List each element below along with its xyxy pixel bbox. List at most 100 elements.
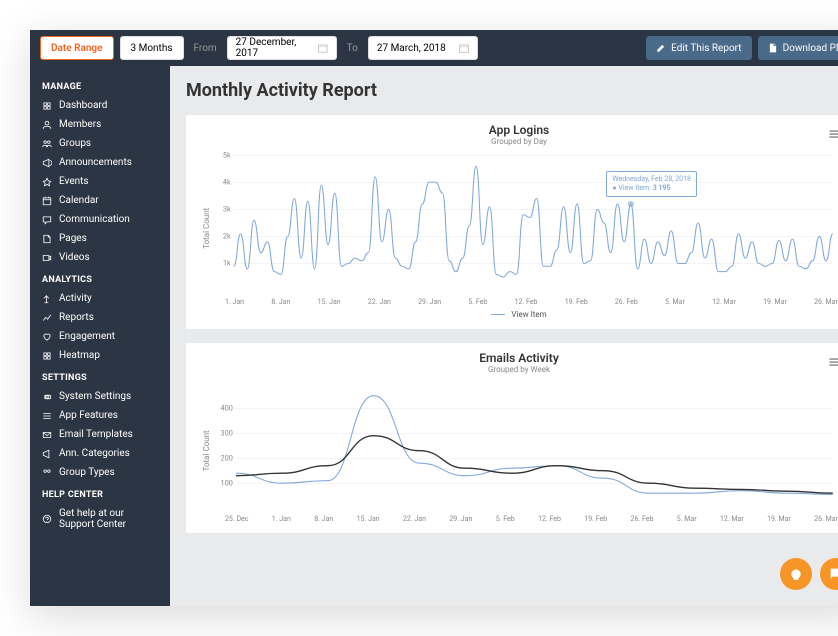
- sidebar-item-label: Members: [59, 119, 101, 130]
- sidebar: MANAGEDashboard Members Groups Announcement…: [30, 66, 170, 606]
- xtick: 19. Mar: [767, 515, 791, 523]
- chart1-xaxis: 1. Jan8. Jan15. Jan22. Jan29. Jan5. Feb1…: [213, 296, 838, 306]
- nav-icon: [42, 430, 52, 440]
- nav-icon: [42, 351, 52, 361]
- legend-swatch: [491, 314, 505, 315]
- sidebar-item-calendar[interactable]: Calendar: [30, 191, 170, 210]
- sidebar-item-members[interactable]: Members: [30, 115, 170, 134]
- sidebar-item-videos[interactable]: Videos: [30, 248, 170, 267]
- sidebar-item-events[interactable]: Events: [30, 172, 170, 191]
- xtick: 12. Mar: [712, 298, 736, 306]
- nav-icon: [42, 177, 52, 187]
- sidebar-item-dashboard[interactable]: Dashboard: [30, 96, 170, 115]
- sidebar-section-title: HELP CENTER: [30, 482, 170, 504]
- xtick: 26. Mar: [814, 515, 838, 523]
- sidebar-item-ann-categories[interactable]: Ann. Categories: [30, 444, 170, 463]
- chat-fab[interactable]: [820, 558, 838, 590]
- svg-text:400: 400: [221, 403, 233, 412]
- sidebar-item-pages[interactable]: Pages: [30, 229, 170, 248]
- sidebar-item-communication[interactable]: Communication: [30, 210, 170, 229]
- calendar-icon: [459, 43, 469, 53]
- chart-menu-button[interactable]: [828, 125, 838, 144]
- sidebar-item-activity[interactable]: Activity: [30, 289, 170, 308]
- app-shell: Date Range 3 Months From 27 December, 20…: [30, 30, 838, 606]
- chart2-plot: 100 200 300 400: [213, 378, 838, 513]
- sidebar-item-announcements[interactable]: Announcements: [30, 153, 170, 172]
- sidebar-item-label: Videos: [59, 252, 90, 263]
- nav-icon: [42, 234, 52, 244]
- download-icon: [768, 43, 778, 53]
- sidebar-item-label: Reports: [59, 312, 94, 323]
- chart1-title: App Logins: [200, 123, 838, 137]
- edit-icon: [656, 43, 666, 53]
- sidebar-item-reports[interactable]: Reports: [30, 308, 170, 327]
- nav-icon: [42, 514, 52, 524]
- sidebar-item-heatmap[interactable]: Heatmap: [30, 346, 170, 365]
- chart-menu-button[interactable]: [828, 353, 838, 372]
- sidebar-item-label: Ann. Categories: [59, 448, 130, 459]
- nav-icon: [42, 120, 52, 130]
- help-fab[interactable]: [780, 558, 812, 590]
- from-date-input[interactable]: 27 December, 2017: [227, 36, 337, 60]
- edit-report-button[interactable]: Edit This Report: [646, 36, 751, 60]
- to-date-input[interactable]: 27 March, 2018: [368, 36, 478, 60]
- sidebar-item-label: Email Templates: [59, 429, 133, 440]
- svg-text:300: 300: [221, 428, 233, 437]
- body: MANAGEDashboard Members Groups Announcement…: [30, 66, 838, 606]
- sidebar-section-title: ANALYTICS: [30, 267, 170, 289]
- to-date-value: 27 March, 2018: [377, 43, 446, 54]
- xtick: 5. Mar: [677, 515, 697, 523]
- sidebar-item-get-help-at-our-support-center[interactable]: Get help at our Support Center: [30, 504, 170, 534]
- sidebar-item-label: Get help at our Support Center: [59, 508, 158, 530]
- xtick: 25. Dec: [225, 515, 248, 523]
- sidebar-item-label: Events: [59, 176, 89, 187]
- sidebar-item-system-settings[interactable]: System Settings: [30, 387, 170, 406]
- period-select[interactable]: 3 Months: [120, 36, 184, 60]
- sidebar-item-engagement[interactable]: Engagement: [30, 327, 170, 346]
- xtick: 26. Feb: [615, 298, 638, 306]
- sidebar-item-label: Groups: [59, 138, 91, 149]
- svg-text:100: 100: [221, 478, 233, 487]
- sidebar-item-groups[interactable]: Groups: [30, 134, 170, 153]
- xtick: 29. Jan: [418, 298, 441, 306]
- xtick: 12. Feb: [515, 298, 538, 306]
- xtick: 1. Jan: [272, 515, 291, 523]
- svg-text:200: 200: [221, 453, 233, 462]
- main-content: Monthly Activity Report App Logins Group…: [170, 66, 838, 606]
- xtick: 26. Mar: [814, 298, 838, 306]
- sidebar-item-email-templates[interactable]: Email Templates: [30, 425, 170, 444]
- tooltip-label: View Item:: [618, 184, 651, 192]
- nav-icon: [42, 215, 52, 225]
- from-label: From: [194, 43, 217, 54]
- chart2-subtitle: Grouped by Week: [200, 365, 838, 374]
- sidebar-item-group-types[interactable]: Group Types: [30, 463, 170, 482]
- tooltip-value: 3 195: [653, 184, 671, 192]
- chart1-legend: View Item: [200, 310, 838, 319]
- sidebar-item-label: App Features: [59, 410, 118, 421]
- nav-icon: [42, 332, 52, 342]
- sidebar-section-title: MANAGE: [30, 74, 170, 96]
- xtick: 26. Feb: [631, 515, 654, 523]
- date-range-button[interactable]: Date Range: [40, 36, 114, 60]
- xtick: 29. Jan: [449, 515, 472, 523]
- legend-label: View Item: [511, 310, 546, 319]
- tooltip-date: Wednesday, Feb 28, 2018: [612, 175, 691, 184]
- from-date-value: 27 December, 2017: [236, 37, 318, 59]
- nav-icon: [42, 253, 52, 263]
- sidebar-item-label: Pages: [59, 233, 87, 244]
- download-pdf-button[interactable]: Download PDF: [758, 36, 838, 60]
- page-title: Monthly Activity Report: [186, 80, 838, 101]
- svg-text:2k: 2k: [223, 232, 231, 241]
- nav-icon: [42, 196, 52, 206]
- fab-group: [780, 558, 838, 590]
- chart1-plot: 1k2k3k4k5k: [213, 150, 838, 296]
- nav-icon: [42, 392, 52, 402]
- svg-text:5k: 5k: [223, 150, 231, 159]
- svg-text:3k: 3k: [223, 204, 231, 213]
- sidebar-item-label: Announcements: [59, 157, 132, 168]
- chart1-ylabel: Total Count: [200, 150, 213, 306]
- emails-activity-card: Emails Activity Grouped by Week Total Co…: [186, 343, 838, 533]
- to-label: To: [347, 43, 358, 54]
- sidebar-item-app-features[interactable]: App Features: [30, 406, 170, 425]
- nav-icon: [42, 158, 52, 168]
